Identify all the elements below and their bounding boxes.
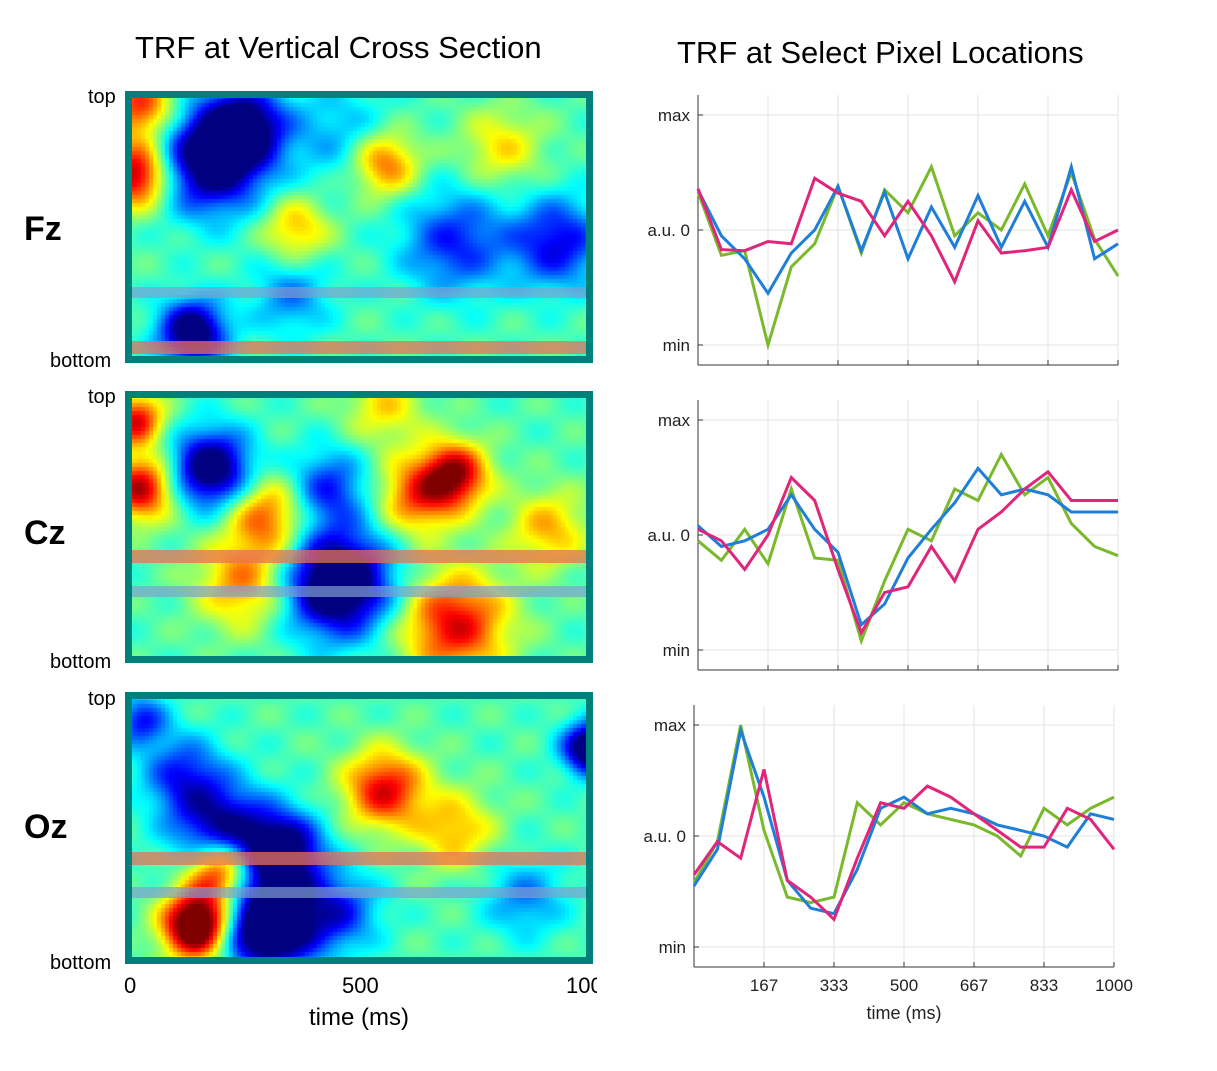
row-label-fz: Fz [24, 210, 62, 248]
heatmap-cz-image [125, 391, 593, 663]
heatmap-cz-lower-band [132, 586, 586, 597]
x-tick-label: 667 [960, 976, 988, 995]
heatmap-bottom-label: bottom [50, 952, 112, 974]
heatmap-fz [125, 91, 593, 363]
right-column-title: TRF at Select Pixel Locations [677, 35, 1084, 70]
heatmap-x-tick: 0 [124, 973, 137, 998]
left-column-title: TRF at Vertical Cross Section [135, 30, 542, 65]
y-tick-label: min [659, 938, 686, 957]
heatmap-fz-lower-band [132, 287, 586, 298]
y-tick-label: a.u. 0 [643, 827, 686, 846]
heatmap-oz-frame [125, 692, 593, 964]
series-line-pink [697, 469, 1118, 637]
series-line-pink [692, 769, 1116, 922]
series-line-blue [692, 724, 1115, 916]
heatmap-bottom-label: bottom [50, 350, 112, 372]
heatmap-cz-upper-band [132, 550, 586, 563]
heatmap-fz-image [125, 91, 593, 363]
y-tick-label: a.u. 0 [647, 526, 690, 545]
y-tick-label: max [658, 106, 691, 125]
series-line-pink [696, 176, 1119, 286]
row-label-oz: Oz [24, 808, 68, 846]
heatmap-cz [125, 391, 593, 663]
heatmap-fz-frame [125, 91, 593, 363]
y-tick-label: max [658, 411, 691, 430]
x-tick-label: 167 [750, 976, 778, 995]
series-line-green [696, 162, 1120, 351]
heatmap-oz-image [125, 692, 593, 964]
heatmap-oz [125, 692, 593, 964]
heatmap-cz-frame [125, 391, 593, 663]
x-tick-label: 500 [890, 976, 918, 995]
row-label-cz: Cz [24, 514, 66, 552]
y-tick-label: max [654, 716, 687, 735]
line-chart-oz: max a.u. 0 min 167 333 500 667 833 1000 time (ms) [643, 705, 1133, 1023]
heatmap-x-tick: 500 [342, 973, 379, 998]
line-chart-fz: max a.u. 0 min [647, 95, 1120, 366]
series-line-green [697, 451, 1119, 646]
heatmap-top-label: top [88, 386, 116, 408]
heatmap-top-label: top [88, 86, 116, 108]
series-line-green [692, 724, 1115, 905]
x-tick-label: 333 [820, 976, 848, 995]
heatmap-oz-upper-band [132, 852, 586, 865]
heatmap-x-tick: 100 [566, 973, 597, 998]
heatmap-x-label: time (ms) [309, 1004, 409, 1031]
heatmap-oz-lower-band [132, 887, 586, 898]
x-tick-label: 833 [1030, 976, 1058, 995]
heatmap-top-label: top [88, 688, 116, 710]
x-tick-label: 1000 [1095, 976, 1133, 995]
series-line-blue [697, 465, 1118, 628]
heatmap-bottom-label: bottom [50, 651, 112, 673]
heatmap-fz-upper-band [132, 341, 586, 354]
y-tick-label: a.u. 0 [647, 221, 690, 240]
x-axis-label: time (ms) [867, 1003, 942, 1023]
line-chart-cz: max a.u. 0 min [647, 400, 1119, 671]
y-tick-label: min [663, 641, 690, 660]
y-tick-label: min [663, 336, 690, 355]
